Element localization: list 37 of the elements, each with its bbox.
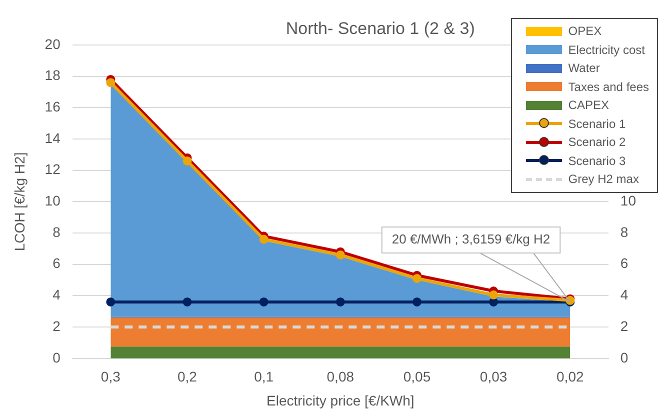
legend-label: Grey H2 max: [568, 172, 639, 186]
x-tick-label: 0,02: [556, 368, 584, 385]
legend-label: Scenario 1: [568, 116, 626, 131]
y2-tick-label: 2: [620, 318, 628, 334]
y2-tick-label: 6: [620, 255, 628, 272]
x-tick-label: 0,1: [254, 368, 274, 385]
y-tick-label: 20: [44, 36, 61, 52]
x-tick-label: 0,03: [480, 368, 508, 385]
legend-label: Scenario 3: [568, 154, 626, 168]
x-tick-label: 0,05: [403, 368, 431, 385]
y-tick-label: 4: [52, 286, 61, 303]
y2-tick-label: 4: [620, 286, 628, 303]
y-tick-label: 2: [52, 318, 61, 334]
chart-title: North- Scenario 1 (2 & 3): [286, 19, 475, 39]
y-tick-label: 16: [44, 98, 61, 115]
y2-tick-label: 8: [620, 224, 628, 240]
x-tick-label: 0,3: [100, 368, 121, 385]
legend-label: Water: [568, 61, 600, 76]
y-tick-label: 10: [44, 192, 61, 209]
legend-label: Electricity cost: [568, 42, 645, 57]
legend-label: Scenario 2: [568, 135, 626, 150]
y-tick-label: 8: [52, 224, 61, 240]
y-tick-label: 0: [52, 349, 61, 366]
x-tick-label: 0,08: [326, 368, 354, 385]
y-tick-label: 6: [52, 255, 61, 272]
x-tick-label: 0,2: [178, 368, 198, 385]
y2-tick-label: 0: [620, 349, 628, 366]
legend-label: CAPEX: [568, 98, 609, 112]
legend-label: Taxes and fees: [568, 80, 649, 94]
y-tick-label: 12: [44, 161, 61, 178]
legend-label: OPEX: [568, 24, 602, 38]
y-tick-label: 14: [44, 130, 61, 146]
x-axis-title: Electricity price [€/KWh]: [266, 392, 414, 408]
y2-tick-label: 10: [620, 192, 636, 209]
y-tick-label: 18: [44, 67, 61, 84]
annotation: 20 €/MWh ; 3,6159 €/kg H2: [392, 232, 550, 247]
y-axis-title: LCOH [€/kg H2]: [11, 152, 28, 252]
